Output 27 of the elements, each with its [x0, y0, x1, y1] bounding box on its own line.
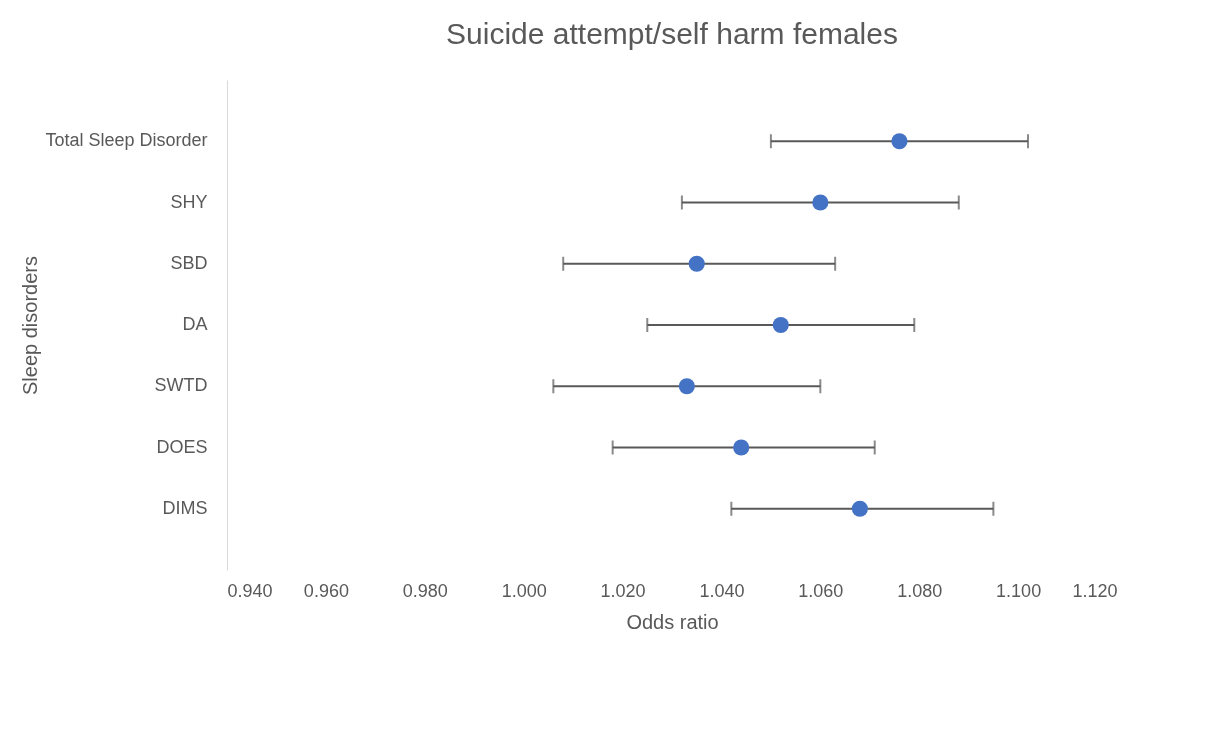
point [851, 500, 868, 517]
point [678, 378, 695, 395]
point [812, 194, 829, 211]
x-tick-label: 1.100 [996, 580, 1042, 601]
x-tick-label: 1.080 [897, 580, 943, 601]
x-tick-label: 1.060 [798, 580, 844, 601]
y-axis-title: Sleep disorders [19, 256, 42, 395]
x-tick-label: 1.040 [699, 580, 745, 601]
y-tick-label: Total Sleep Disorder [45, 130, 208, 151]
y-tick-label: DA [182, 314, 208, 334]
y-tick-label: SWTD [154, 375, 208, 396]
x-tick-label: 0.980 [402, 580, 448, 601]
x-axis-title: Odds ratio [626, 610, 719, 633]
x-tick-label: 1.020 [600, 580, 646, 601]
point [891, 133, 908, 150]
point [772, 316, 789, 334]
y-tick-label: DOES [156, 436, 208, 457]
point [688, 255, 705, 272]
x-tick-label: 1.000 [501, 580, 547, 601]
x-tick-label: 1.120 [1072, 580, 1118, 601]
y-tick-label: SBD [170, 252, 208, 273]
point [733, 439, 750, 456]
y-tick-label: SHY [170, 191, 208, 212]
y-tick-label: DIMS [162, 497, 208, 518]
chart-title: Suicide attempt/self harm females [446, 17, 898, 50]
x-tick-label: 0.940 [227, 580, 273, 601]
x-tick-label: 0.960 [303, 580, 349, 601]
